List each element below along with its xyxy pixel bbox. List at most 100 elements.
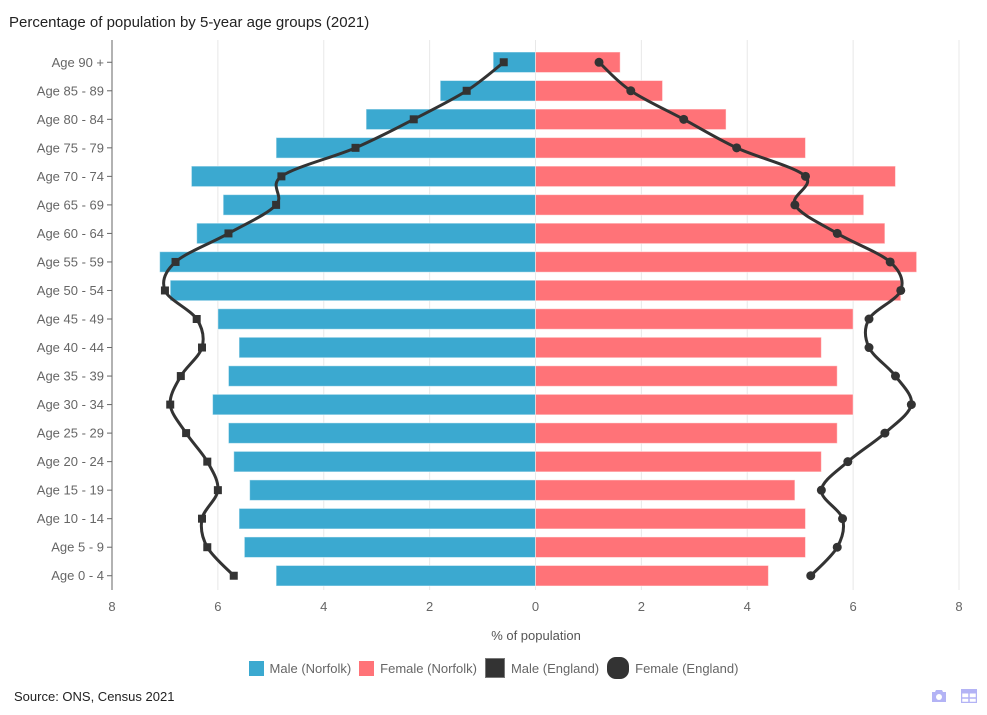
- chart-title: Percentage of population by 5-year age g…: [9, 14, 370, 31]
- marker-female-england: [906, 400, 916, 410]
- marker-male-england: [499, 58, 508, 67]
- y-tick-label: Age 85 - 89: [37, 83, 104, 98]
- bar-female-norfolk: [535, 51, 621, 74]
- y-tick-label: Age 65 - 69: [37, 197, 104, 212]
- marker-male-england: [272, 200, 281, 209]
- bar-male-norfolk: [227, 422, 536, 444]
- bar-female-norfolk: [535, 564, 769, 587]
- legend-swatch-male-england: [484, 658, 505, 678]
- marker-male-england: [203, 543, 212, 552]
- bar-male-norfolk: [196, 222, 536, 245]
- bar-female-norfolk: [535, 251, 918, 273]
- marker-male-england: [166, 400, 175, 409]
- x-tick-label: 8: [955, 599, 962, 614]
- camera-icon[interactable]: [931, 689, 947, 703]
- bar-male-norfolk: [275, 564, 536, 587]
- x-axis-label: % of population: [491, 628, 581, 643]
- marker-female-england: [838, 514, 848, 524]
- legend-item-female-norfolk[interactable]: Female (Norfolk): [359, 660, 477, 676]
- x-tick-label: 4: [320, 599, 327, 614]
- bars: [159, 51, 918, 587]
- marker-female-england: [626, 86, 636, 96]
- marker-male-england: [192, 315, 201, 323]
- y-tick-label: Age 15 - 19: [37, 483, 104, 498]
- bar-male-norfolk: [222, 194, 536, 216]
- marker-male-england: [197, 343, 206, 352]
- marker-male-england: [462, 86, 471, 95]
- bar-male-norfolk: [492, 51, 536, 74]
- bar-female-norfolk: [535, 450, 822, 473]
- bar-male-norfolk: [233, 450, 536, 473]
- bar-female-norfolk: [535, 336, 822, 359]
- bar-male-norfolk: [238, 336, 537, 359]
- marker-female-england: [790, 200, 800, 210]
- bar-female-norfolk: [535, 393, 854, 416]
- bar-male-norfolk: [212, 393, 537, 416]
- y-tick-label: Age 40 - 44: [37, 340, 104, 355]
- marker-male-england: [409, 115, 418, 124]
- marker-male-england: [213, 486, 222, 495]
- marker-male-england: [171, 257, 180, 266]
- y-tick-label: Age 5 - 9: [51, 540, 104, 555]
- bar-female-norfolk: [535, 165, 896, 188]
- x-tick-label: 8: [108, 599, 115, 614]
- marker-female-england: [679, 114, 689, 124]
- x-tick-label: 4: [744, 599, 751, 614]
- legend-swatch-female-england: [607, 657, 630, 679]
- table-icon[interactable]: [961, 689, 977, 703]
- marker-female-england: [864, 314, 874, 324]
- bar-male-norfolk: [190, 165, 536, 188]
- marker-male-england: [229, 571, 238, 580]
- bar-female-norfolk: [535, 422, 838, 444]
- y-axis-tick-labels: Age 0 - 4 Age 5 - 9 Age 10 - 14 Age 15 - 19…: [37, 55, 112, 583]
- bar-female-norfolk: [535, 536, 806, 558]
- marker-male-england: [351, 143, 360, 152]
- y-tick-label: Age 90 +: [52, 55, 104, 70]
- bar-male-norfolk: [159, 251, 537, 273]
- x-tick-label: 6: [850, 599, 857, 614]
- marker-female-england: [890, 371, 900, 381]
- y-tick-label: Age 50 - 54: [37, 283, 104, 298]
- x-tick-label: 2: [426, 599, 433, 614]
- bar-female-norfolk: [535, 194, 865, 216]
- legend: Male (Norfolk) Female (Norfolk) Male (En…: [0, 657, 987, 679]
- legend-item-male-england[interactable]: Male (England): [484, 658, 599, 678]
- x-tick-label: 0: [532, 599, 539, 614]
- legend-item-female-england[interactable]: Female (England): [607, 657, 738, 679]
- bar-male-norfolk: [169, 279, 536, 302]
- bar-female-norfolk: [535, 308, 854, 330]
- marker-male-england: [176, 372, 185, 381]
- marker-female-england: [843, 457, 853, 467]
- england-lines: [160, 57, 916, 581]
- y-tick-label: Age 20 - 24: [37, 454, 104, 469]
- marker-female-england: [885, 257, 895, 267]
- marker-male-england: [224, 229, 233, 238]
- y-tick-label: Age 60 - 64: [37, 226, 104, 241]
- legend-swatch-female-norfolk: [359, 660, 375, 676]
- bar-male-norfolk: [243, 536, 536, 558]
- bar-female-norfolk: [535, 80, 664, 102]
- bar-male-norfolk: [238, 507, 537, 530]
- marker-female-england: [896, 285, 906, 295]
- bar-female-norfolk: [535, 108, 727, 131]
- legend-swatch-male-norfolk: [248, 660, 264, 676]
- marker-male-england: [160, 286, 169, 295]
- chart-plot: Age 0 - 4 Age 5 - 9 Age 10 - 14 Age 15 - 19…: [37, 40, 963, 643]
- marker-female-england: [594, 57, 604, 67]
- y-tick-label: Age 70 - 74: [37, 169, 104, 184]
- y-tick-label: Age 45 - 49: [37, 312, 104, 327]
- legend-label: Female (Norfolk): [380, 660, 477, 676]
- y-tick-label: Age 30 - 34: [37, 397, 104, 412]
- y-tick-label: Age 10 - 14: [37, 511, 104, 526]
- marker-female-england: [832, 542, 842, 552]
- y-tick-label: Age 35 - 39: [37, 369, 104, 384]
- legend-item-male-norfolk[interactable]: Male (Norfolk): [248, 660, 351, 676]
- bar-male-norfolk: [227, 365, 536, 387]
- source-note: Source: ONS, Census 2021: [14, 689, 175, 704]
- bar-male-norfolk: [275, 137, 536, 159]
- y-tick-label: Age 80 - 84: [37, 112, 104, 127]
- bar-female-norfolk: [535, 507, 806, 530]
- x-axis-tick-labels: 8 6 4 2 0 2 4 6 8: [108, 599, 962, 614]
- bar-female-norfolk: [535, 365, 838, 387]
- marker-male-england: [197, 514, 206, 523]
